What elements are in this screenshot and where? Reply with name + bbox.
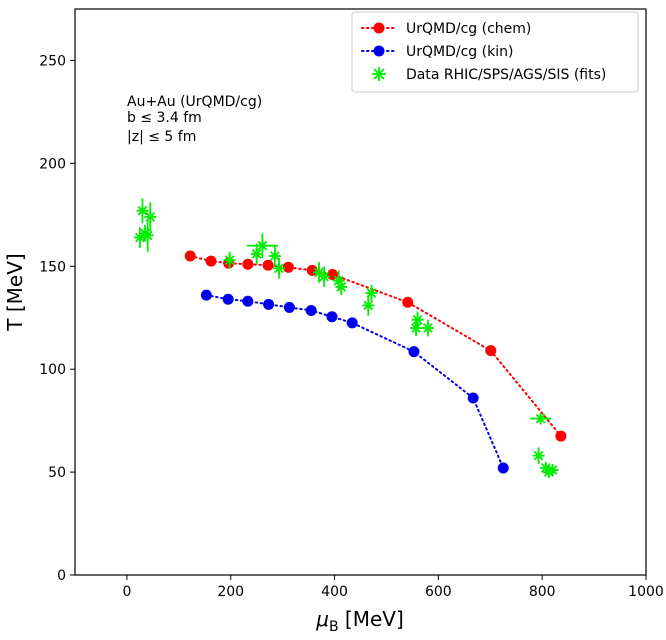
annotation-line: b ≤ 3.4 fm	[127, 110, 202, 126]
x-tick-label: 600	[425, 584, 452, 600]
annotation: Au+Au (UrQMD/cg) b ≤ 3.4 fm |z| ≤ 5 fm	[127, 94, 262, 145]
legend-label: UrQMD/cg (chem)	[406, 21, 531, 37]
data-point	[262, 259, 274, 271]
x-tick-label: 400	[321, 584, 348, 600]
data-point-star	[534, 412, 547, 425]
data-point	[246, 233, 278, 259]
x-tick-label: 1000	[628, 584, 664, 600]
y-axis-label: T [MeV]	[3, 253, 27, 331]
data-point-star	[365, 287, 378, 300]
plot-area	[133, 198, 567, 479]
x-axis-label-symbol: μ	[315, 607, 329, 631]
data-point	[410, 319, 423, 337]
data-point	[362, 295, 375, 316]
annotation-line: Au+Au (UrQMD/cg)	[127, 94, 262, 110]
data-point	[335, 278, 348, 296]
data-point-star	[136, 204, 149, 217]
y-tick-label: 200	[39, 156, 66, 172]
data-point	[222, 293, 234, 305]
data-point	[312, 262, 325, 283]
data-point-star	[250, 247, 263, 260]
data-point	[365, 284, 378, 302]
data-point-star	[410, 322, 423, 335]
x-axis-label: μB [MeV]	[315, 607, 404, 635]
data-point	[485, 345, 497, 357]
data-point	[273, 258, 286, 279]
y-tick-label: 250	[39, 53, 66, 69]
data-point-star	[546, 464, 559, 477]
data-point-star	[273, 262, 286, 275]
y-tick-label: 0	[57, 568, 66, 584]
legend: UrQMD/cg (chem) UrQMD/cg (kin) Data RHIC/S…	[351, 11, 639, 93]
x-axis-label-unit: [MeV]	[339, 607, 404, 631]
legend-marker	[373, 22, 385, 34]
data-point	[141, 218, 154, 252]
axes: 0 200 400 600 800 1000 0 50 100 150 200 250	[39, 8, 664, 600]
data-point	[250, 243, 263, 265]
data-point	[421, 319, 434, 337]
data-point	[223, 251, 236, 269]
data-point-star	[256, 239, 269, 252]
y-tick-label: 150	[39, 259, 66, 275]
data-point	[346, 317, 358, 329]
data-point-star	[411, 313, 424, 326]
data-point	[184, 250, 196, 262]
data-point	[200, 289, 212, 301]
data-point-star	[362, 299, 375, 312]
data-point	[268, 245, 281, 267]
data-point	[530, 412, 552, 425]
x-tick-label: 800	[529, 584, 556, 600]
legend-entry: UrQMD/cg (chem)	[361, 21, 531, 37]
legend-entry: UrQMD/cg (kin)	[361, 44, 513, 60]
x-axis-label-subscript: B	[329, 619, 339, 635]
annotation-line: |z| ≤ 5 fm	[127, 129, 196, 145]
legend-marker	[373, 45, 385, 57]
data-point	[282, 261, 294, 273]
data-point	[402, 296, 414, 308]
legend-label: UrQMD/cg (kin)	[406, 44, 513, 60]
data-point	[326, 311, 338, 323]
data-point	[305, 305, 317, 317]
data-point	[467, 392, 479, 404]
y-tick-label: 50	[48, 465, 66, 481]
data-point	[133, 227, 146, 248]
legend-box	[351, 11, 639, 93]
data-point	[532, 447, 545, 464]
data-point	[136, 198, 149, 224]
data-point-star	[144, 210, 157, 223]
data-point-star	[223, 254, 236, 267]
data-point	[497, 462, 509, 474]
data-point-star	[268, 249, 281, 262]
data-point	[283, 301, 295, 313]
data-point-star	[141, 229, 154, 242]
data-point	[555, 430, 567, 442]
data-point	[144, 202, 157, 232]
data-point	[318, 266, 331, 287]
data-point	[408, 346, 420, 358]
y-tick-label: 100	[39, 362, 66, 378]
data-point	[263, 298, 275, 310]
data-point	[242, 295, 254, 307]
data-point-star	[532, 449, 545, 462]
data-point	[546, 464, 559, 477]
legend-label: Data RHIC/SPS/AGS/SIS (fits)	[406, 67, 606, 83]
data-point	[242, 258, 254, 270]
data-point-star	[335, 280, 348, 293]
series-line	[189, 255, 562, 438]
data-point-star	[318, 270, 331, 283]
x-tick-label: 200	[217, 584, 244, 600]
data-point-star	[421, 322, 434, 335]
data-point-star	[372, 67, 386, 81]
data-point	[205, 255, 217, 267]
legend-entry: Data RHIC/SPS/AGS/SIS (fits)	[372, 67, 606, 83]
data-point	[411, 311, 424, 329]
plot-frame	[74, 8, 647, 576]
x-tick-label: 0	[122, 584, 131, 600]
